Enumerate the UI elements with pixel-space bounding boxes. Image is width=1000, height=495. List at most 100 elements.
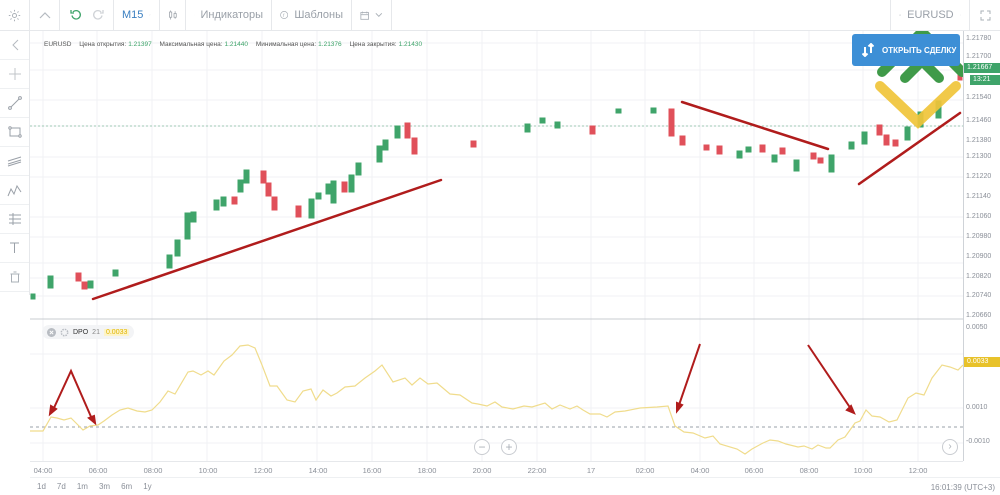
dpo-name: DPO: [73, 328, 89, 336]
price-tick: 1.21700: [966, 53, 992, 60]
open-trade-label: ОТКРЫТЬ СДЕЛКУ: [882, 45, 957, 55]
settings-button[interactable]: [0, 0, 30, 30]
low-value: 1.21376: [318, 41, 342, 48]
gear-icon: [8, 9, 21, 21]
price-tick: 1.21300: [966, 153, 992, 160]
time-axis[interactable]: 04:00 06:00 08:00 10:00 12:00 14:00 16:0…: [30, 461, 963, 477]
timeframe-value: M15: [122, 9, 144, 21]
indicators-label: Индикаторы: [200, 9, 263, 21]
range-1d[interactable]: 1d: [37, 482, 46, 491]
crosshair-tool[interactable]: [0, 60, 29, 89]
chart-type-button[interactable]: [160, 0, 186, 30]
crosshair-icon: [8, 68, 21, 80]
time-tick: 06:00: [88, 466, 108, 475]
chevron-up-icon: [39, 12, 50, 19]
trendlines[interactable]: [91, 100, 962, 301]
time-tick: 12:00: [908, 466, 928, 475]
plus-icon: +: [505, 440, 513, 454]
trendline-icon: [7, 96, 22, 110]
open-trade-button[interactable]: ОТКРЫТЬ СДЕЛКУ: [852, 34, 960, 66]
dpo-legend: DPO 21 0.0033: [42, 325, 135, 339]
time-tick: 22:00: [527, 466, 547, 475]
svg-text:f: f: [283, 13, 285, 19]
candlestick-icon: [169, 10, 177, 20]
time-tick: 08:00: [799, 466, 819, 475]
time-tick: 16:00: [362, 466, 382, 475]
zoom-in-button[interactable]: +: [501, 439, 517, 455]
pattern-icon: [7, 184, 22, 196]
dpo-line: [30, 344, 963, 455]
chevron-right-icon: ›: [948, 441, 952, 452]
range-1y[interactable]: 1y: [143, 482, 152, 491]
price-tick: 1.21540: [966, 94, 992, 101]
range-3m[interactable]: 3m: [98, 482, 111, 491]
templates-button[interactable]: f Шаблоны: [272, 0, 352, 30]
indicators-button[interactable]: Индикаторы: [186, 0, 272, 30]
dpo-current-tag: 0.0033: [964, 357, 1000, 367]
minus-icon: −: [478, 440, 486, 454]
time-tick: 14:00: [308, 466, 328, 475]
clock: 16:01:39 (UTC+3): [930, 483, 995, 492]
rectangle-tool[interactable]: [0, 118, 29, 147]
price-tick: 1.21140: [966, 193, 991, 200]
symbol-select[interactable]: EURUSD: [890, 0, 969, 30]
pattern-tool[interactable]: [0, 176, 29, 205]
collapse-tools-button[interactable]: [0, 31, 29, 60]
time-tick: 08:00: [143, 466, 163, 475]
trade-arrows-icon: [862, 43, 874, 57]
range-1m[interactable]: 1m: [76, 482, 88, 491]
templates-label: Шаблоны: [294, 9, 343, 21]
time-tick: 04:00: [690, 466, 710, 475]
expand-icon: [980, 10, 990, 20]
gear-icon[interactable]: [60, 328, 69, 337]
time-tick: 12:00: [253, 466, 273, 475]
zoom-out-button[interactable]: −: [474, 439, 490, 455]
low-label: Минимальная цена:: [255, 41, 317, 48]
fullscreen-button[interactable]: [969, 0, 1000, 30]
drawing-toolbar: [0, 31, 30, 295]
price-tick: 1.20740: [966, 292, 992, 299]
price-tick: 1.20820: [966, 273, 992, 280]
price-axis[interactable]: 1.21780 1.21700 1.21540 1.21460 1.21380 …: [963, 31, 1000, 461]
ohlc-info: EURUSD Цена открытия: 1.21397 Максимальна…: [44, 41, 428, 48]
fibonacci-icon: [8, 213, 21, 225]
collapse-button[interactable]: [30, 0, 60, 30]
range-7d[interactable]: 7d: [56, 482, 66, 491]
chevron-down-icon: [375, 12, 383, 17]
close-value: 1.21430: [398, 41, 423, 48]
function-icon: f: [280, 11, 289, 19]
annotation-arrows: [48, 343, 856, 426]
trendline-tool[interactable]: [0, 89, 29, 118]
delete-drawings-button[interactable]: [0, 263, 29, 292]
time-tick: 10:00: [853, 466, 873, 475]
dpo-tick: -0.0010: [966, 438, 990, 445]
chevron-down-icon: [959, 14, 961, 16]
range-6m[interactable]: 6m: [121, 482, 133, 491]
open-label: Цена открытия:: [79, 41, 127, 48]
timeframe-select[interactable]: M15: [114, 0, 160, 30]
text-icon: [10, 242, 19, 253]
top-toolbar: M15 Индикаторы f Шаблоны EURUSD: [0, 0, 1000, 31]
trash-icon: [10, 271, 19, 283]
fibonacci-tool[interactable]: [0, 205, 29, 234]
dpo-period: 21: [92, 328, 100, 336]
undo-icon[interactable]: [69, 9, 82, 21]
time-tick: 04:00: [33, 466, 53, 475]
text-tool[interactable]: [0, 234, 29, 263]
redo-icon[interactable]: [92, 9, 104, 21]
range-bar: 1d 7d 1m 3m 6m 1y 16:01:39 (UTC+3): [30, 477, 1000, 495]
time-tick: 06:00: [744, 466, 764, 475]
scroll-to-latest-button[interactable]: ›: [942, 439, 958, 455]
cloud-upload-icon: [899, 14, 902, 16]
high-label: Максимальная цена:: [159, 41, 223, 48]
calendar-button[interactable]: [352, 0, 392, 30]
price-tick: 1.20900: [966, 253, 992, 260]
candles: [30, 72, 963, 300]
channel-tool[interactable]: [0, 147, 29, 176]
price-chart[interactable]: [30, 31, 963, 461]
remove-indicator-icon[interactable]: [47, 327, 56, 337]
price-tick: 1.20660: [966, 312, 992, 319]
price-tick: 1.21220: [966, 173, 992, 180]
time-tick: 02:00: [635, 466, 655, 475]
time-tick: 18:00: [417, 466, 437, 475]
